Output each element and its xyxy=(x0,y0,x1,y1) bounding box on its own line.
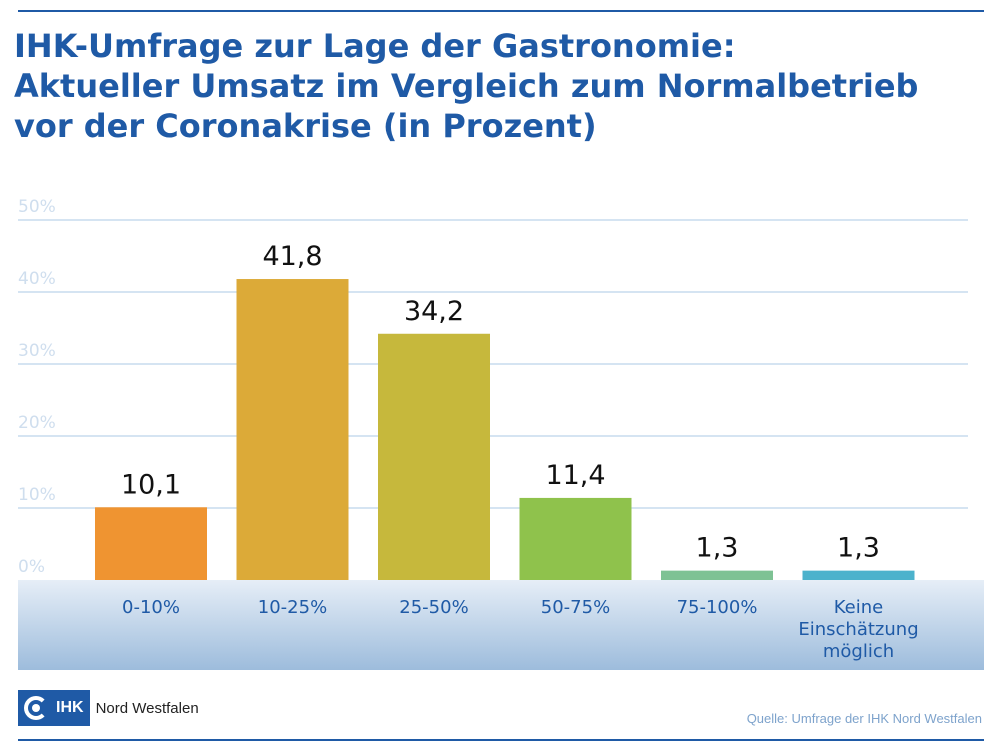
value-label: 1,3 xyxy=(837,533,880,564)
chart-title: IHK-Umfrage zur Lage der Gastronomie: Ak… xyxy=(14,26,974,146)
ihk-logo: IHK Nord Westfalen xyxy=(18,690,199,726)
ihk-swirl-icon xyxy=(18,690,54,726)
y-tick-label: 40% xyxy=(18,269,56,289)
bars xyxy=(95,279,915,580)
title-line-3: vor der Coronakrise (in Prozent) xyxy=(14,107,597,145)
bar xyxy=(378,333,490,580)
value-labels: 10,1 41,8 34,2 11,4 1,3 1,3 xyxy=(121,241,880,564)
y-axis-ticks: 0% 10% 20% 30% 40% 50% xyxy=(18,197,56,577)
top-rule xyxy=(18,10,984,12)
category-label: möglich xyxy=(823,641,894,662)
title-line-1: IHK-Umfrage zur Lage der Gastronomie: xyxy=(14,27,736,65)
y-tick-label: 0% xyxy=(18,557,45,577)
source-note: Quelle: Umfrage der IHK Nord Westfalen xyxy=(746,711,982,726)
bar xyxy=(236,279,349,580)
value-label: 34,2 xyxy=(404,296,464,327)
bottom-rule xyxy=(18,739,984,741)
category-label: Keine xyxy=(834,597,883,618)
logo-ihk-text: IHK xyxy=(54,690,90,726)
bar xyxy=(661,570,773,580)
value-label: 11,4 xyxy=(545,460,605,491)
value-label: 10,1 xyxy=(121,469,181,500)
category-band xyxy=(18,580,984,670)
value-label: 1,3 xyxy=(696,533,739,564)
category-label: 0-10% xyxy=(122,597,180,618)
bar xyxy=(519,497,632,580)
x-axis-categories: 0-10% 10-25% 25-50% 50-75% 75-100% KeineEinsc… xyxy=(122,597,919,662)
y-tick-label: 10% xyxy=(18,485,56,505)
title-line-2: Aktueller Umsatz im Vergleich zum Normal… xyxy=(14,67,919,105)
gridlines xyxy=(18,219,968,509)
category-label: 50-75% xyxy=(541,597,610,618)
bar xyxy=(95,507,207,580)
y-tick-label: 20% xyxy=(18,413,56,433)
category-label: 10-25% xyxy=(258,597,327,618)
category-label: 75-100% xyxy=(677,597,758,618)
logo-name-text: Nord Westfalen xyxy=(95,699,199,717)
y-tick-label: 50% xyxy=(18,197,56,217)
y-tick-label: 30% xyxy=(18,341,56,361)
category-label: Einschätzung xyxy=(798,619,918,640)
value-label: 41,8 xyxy=(262,241,322,272)
bar xyxy=(802,570,915,580)
category-label: 25-50% xyxy=(399,597,468,618)
